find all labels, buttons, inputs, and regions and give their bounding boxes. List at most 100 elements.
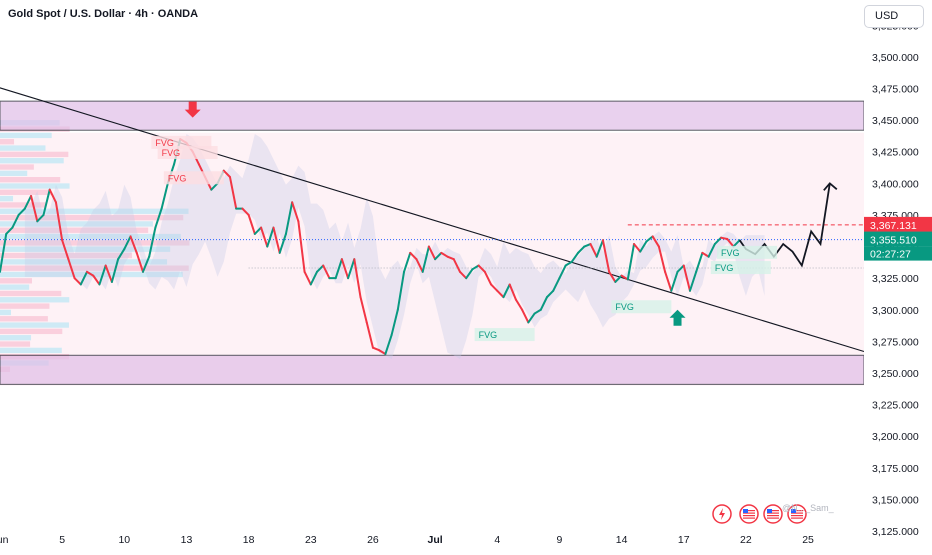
- volume-profile-bar: [0, 214, 184, 221]
- volume-profile-bar: [0, 132, 52, 139]
- x-tick-label: Jun: [0, 534, 9, 546]
- volume-profile-bar: [0, 221, 153, 227]
- price-segment: [86, 270, 95, 277]
- y-tick-label: 3,400.000: [872, 178, 919, 190]
- price-segment: [676, 264, 685, 273]
- x-tick-label: 14: [616, 534, 628, 546]
- y-tick-label: 3,475.000: [872, 84, 919, 96]
- price-segment: [664, 270, 673, 292]
- flag-canton: [767, 509, 772, 513]
- y-tick-label: 3,125.000: [872, 526, 919, 538]
- flag-stripe: [767, 512, 779, 514]
- flag-stripe: [743, 512, 755, 514]
- x-tick-label: 13: [181, 534, 193, 546]
- price-segment: [570, 251, 580, 263]
- price-segment: [670, 270, 679, 292]
- volume-profile-bar: [0, 246, 171, 252]
- down-arrow-icon: [184, 101, 201, 118]
- price-segment: [620, 274, 629, 281]
- price-segment: [253, 226, 263, 235]
- fvg-label: FVG: [162, 148, 181, 158]
- fvg-label: FVG: [721, 248, 740, 258]
- price-segment: [645, 235, 654, 243]
- us-flag-icon: [739, 504, 759, 524]
- flag-stripe: [743, 510, 755, 512]
- price-segment: [278, 232, 287, 254]
- volume-profile-bar: [0, 259, 168, 265]
- volume-profile-bar: [0, 347, 62, 354]
- price-segment: [496, 289, 505, 299]
- fvg-box: [611, 300, 672, 314]
- flag-canton: [743, 509, 748, 513]
- volume-profile-bar: [0, 227, 149, 233]
- fvg-label: FVG: [155, 138, 174, 148]
- price-segment: [446, 255, 455, 261]
- price-segment: [365, 321, 374, 349]
- fvg-box: [474, 328, 535, 342]
- flag-stripe: [767, 517, 779, 519]
- price-segment: [272, 226, 281, 254]
- price-segment: [639, 240, 648, 253]
- price-segment: [533, 308, 542, 315]
- x-tick-label: 22: [740, 534, 752, 546]
- price-segment: [440, 251, 449, 258]
- x-tick-label: Jul: [428, 534, 443, 546]
- price-segment: [539, 296, 548, 311]
- x-tick-label: 25: [802, 534, 814, 546]
- price-segment: [657, 245, 667, 273]
- price-segment: [148, 226, 157, 258]
- current-price-tag-bg: [864, 231, 932, 247]
- y-tick-label: 3,300.000: [872, 305, 919, 317]
- y-tick-label: 3,175.000: [872, 463, 919, 475]
- x-tick-label: 18: [243, 534, 255, 546]
- author-watermark: @N..._Sam_: [782, 503, 834, 513]
- price-segment: [434, 251, 443, 261]
- price-segment: [54, 201, 64, 242]
- volume-profile-bar: [0, 233, 181, 240]
- price-segment: [303, 270, 312, 286]
- resistance-price-tag-bg: [864, 216, 932, 232]
- y-tick-label: 3,275.000: [872, 336, 919, 348]
- price-segment: [309, 270, 319, 286]
- price-segment: [247, 213, 256, 235]
- fvg-box: [717, 245, 778, 259]
- volume-profile-bar: [0, 284, 30, 290]
- price-segment: [409, 251, 418, 261]
- price-segment: [104, 264, 113, 283]
- price-segment: [384, 334, 393, 356]
- price-segment: [595, 239, 604, 258]
- price-segment: [490, 283, 499, 292]
- volume-profile-bar: [0, 139, 15, 145]
- price-segment: [117, 248, 126, 261]
- price-segment: [5, 226, 14, 235]
- price-segment: [483, 270, 493, 286]
- currency-button[interactable]: USD: [864, 5, 924, 28]
- x-tick-label: 23: [305, 534, 317, 546]
- price-segment: [695, 251, 704, 273]
- price-segment: [371, 346, 381, 352]
- volume-profile-bar: [0, 195, 14, 202]
- fvg-label: FVG: [615, 302, 634, 312]
- price-segment: [378, 349, 387, 356]
- price-segment: [266, 226, 275, 248]
- price-segment: [502, 283, 511, 299]
- price-segment: [707, 243, 716, 258]
- price-segment: [633, 243, 642, 253]
- price-segment: [160, 182, 169, 210]
- price-segment: [452, 258, 461, 273]
- x-tick-label: 17: [678, 534, 690, 546]
- price-segment: [98, 264, 107, 286]
- fvg-box: [710, 261, 771, 275]
- supply-demand-zone: [0, 100, 865, 131]
- price-segment: [651, 235, 660, 248]
- price-segment: [141, 255, 151, 273]
- volume-profile-bar: [0, 335, 32, 341]
- price-segment: [353, 258, 362, 299]
- price-segment: [558, 264, 567, 280]
- volume-profile-bar: [0, 316, 48, 322]
- price-segment: [291, 201, 300, 223]
- price-segment: [322, 264, 331, 280]
- fvg-label: FVG: [479, 330, 498, 340]
- x-tick-label: 10: [118, 534, 130, 546]
